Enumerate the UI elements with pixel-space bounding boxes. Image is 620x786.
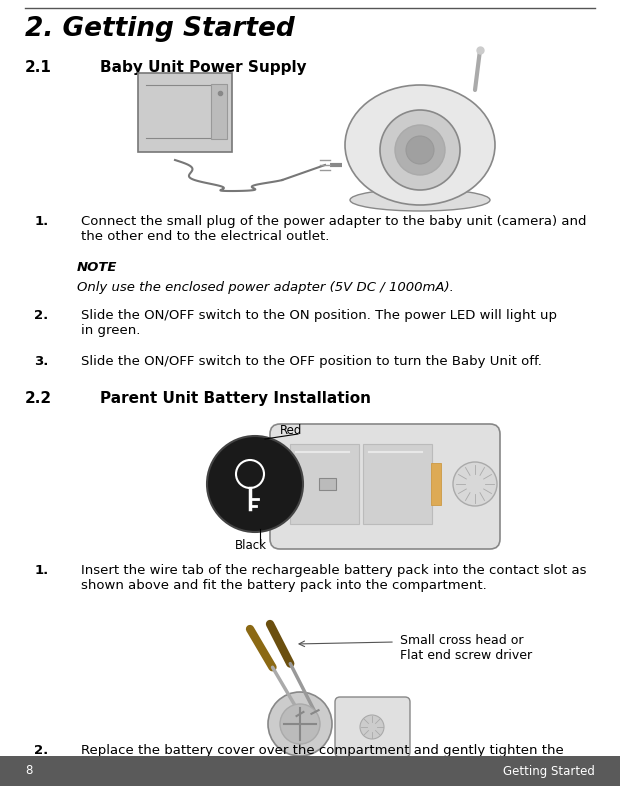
Text: 2.1: 2.1 xyxy=(25,60,52,75)
Circle shape xyxy=(207,436,303,532)
Text: Small cross head or
Flat end screw driver: Small cross head or Flat end screw drive… xyxy=(400,634,532,662)
Text: 3.: 3. xyxy=(34,355,48,368)
Circle shape xyxy=(395,125,445,175)
Text: 1.: 1. xyxy=(34,564,48,577)
Text: Baby Unit Power Supply: Baby Unit Power Supply xyxy=(100,60,307,75)
Circle shape xyxy=(380,110,460,190)
FancyBboxPatch shape xyxy=(431,463,441,505)
Text: 2.: 2. xyxy=(34,309,48,322)
Text: Insert the wire tab of the rechargeable battery pack into the contact slot as
sh: Insert the wire tab of the rechargeable … xyxy=(81,564,586,592)
Text: Black: Black xyxy=(235,539,267,552)
FancyBboxPatch shape xyxy=(270,424,500,549)
Circle shape xyxy=(281,480,289,488)
Text: 1.: 1. xyxy=(34,215,48,228)
FancyBboxPatch shape xyxy=(290,444,359,524)
Text: Replace the battery cover over the compartment and gently tighten the
screw in a: Replace the battery cover over the compa… xyxy=(81,744,569,786)
Circle shape xyxy=(360,715,384,739)
Text: Red: Red xyxy=(280,424,303,437)
Text: Getting Started: Getting Started xyxy=(503,765,595,777)
Text: Slide the ON/OFF switch to the OFF position to turn the Baby Unit off.: Slide the ON/OFF switch to the OFF posit… xyxy=(81,355,541,368)
Text: NOTE: NOTE xyxy=(77,261,117,274)
Circle shape xyxy=(453,462,497,506)
Text: 2. Getting Started: 2. Getting Started xyxy=(25,16,294,42)
Text: Parent Unit Battery Installation: Parent Unit Battery Installation xyxy=(100,391,371,406)
Text: 8: 8 xyxy=(25,765,32,777)
Text: 2.2: 2.2 xyxy=(25,391,52,406)
Ellipse shape xyxy=(350,189,490,211)
Circle shape xyxy=(268,692,332,756)
Text: Only use the enclosed power adapter (5V DC / 1000mA).: Only use the enclosed power adapter (5V … xyxy=(77,281,453,294)
Text: 2.: 2. xyxy=(34,744,48,757)
Ellipse shape xyxy=(345,85,495,205)
Text: Slide the ON/OFF switch to the ON position. The power LED will light up
in green: Slide the ON/OFF switch to the ON positi… xyxy=(81,309,557,337)
FancyBboxPatch shape xyxy=(211,84,227,139)
FancyBboxPatch shape xyxy=(335,697,410,757)
Circle shape xyxy=(406,136,434,164)
FancyBboxPatch shape xyxy=(138,73,232,152)
Text: Connect the small plug of the power adapter to the baby unit (camera) and
the ot: Connect the small plug of the power adap… xyxy=(81,215,586,243)
FancyBboxPatch shape xyxy=(0,756,620,786)
FancyBboxPatch shape xyxy=(319,478,336,490)
Circle shape xyxy=(280,704,320,744)
FancyBboxPatch shape xyxy=(363,444,432,524)
Circle shape xyxy=(281,460,289,468)
